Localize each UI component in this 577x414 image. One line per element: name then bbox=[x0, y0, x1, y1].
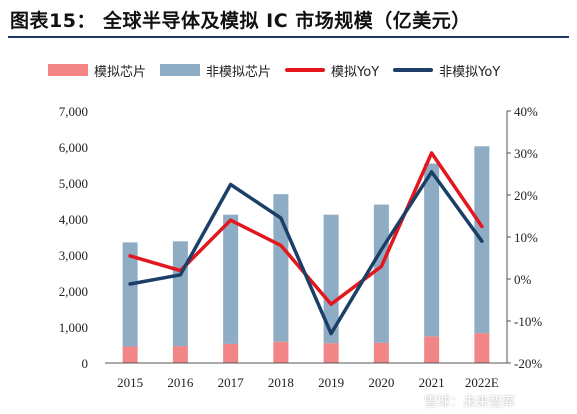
y-left-tick-label: 3,000 bbox=[59, 248, 88, 263]
y-right-tick-label: 0% bbox=[514, 272, 532, 287]
x-tick-label: 2016 bbox=[167, 375, 194, 390]
bar-analog-2018 bbox=[273, 341, 289, 363]
bar-nonanalog-2017 bbox=[223, 214, 239, 344]
title-rule bbox=[8, 36, 569, 38]
bar-nonanalog-2015 bbox=[122, 242, 138, 347]
x-tick-label: 2021 bbox=[419, 375, 445, 390]
legend-label-nonanalog-yoy: 非模拟YoY bbox=[439, 64, 501, 80]
bar-analog-2015 bbox=[122, 346, 138, 363]
bar-analog-2017 bbox=[223, 343, 239, 363]
x-tick-label: 2022E bbox=[465, 375, 499, 390]
legend-swatch-nonanalog-yoy bbox=[393, 68, 434, 72]
bar-nonanalog-2016 bbox=[172, 241, 188, 347]
bar-nonanalog-2019 bbox=[323, 214, 339, 344]
legend-item-analog-yoy: 模拟YoY bbox=[285, 61, 379, 80]
bar-analog-2021 bbox=[424, 336, 440, 363]
x-tick-label: 2015 bbox=[117, 375, 143, 390]
x-tick-label: 2019 bbox=[318, 375, 344, 390]
y-left-tick-label: 6,000 bbox=[59, 140, 88, 155]
legend-label-nonanalog: 非模拟芯片 bbox=[206, 64, 272, 80]
legend-swatch-analog-yoy bbox=[285, 68, 326, 72]
bar-analog-2016 bbox=[172, 346, 188, 363]
y-left-tick-label: 4,000 bbox=[59, 212, 88, 227]
y-left-tick-label: 7,000 bbox=[59, 104, 88, 119]
y-right-tick-label: 20% bbox=[514, 188, 538, 203]
y-left-tick-label: 1,000 bbox=[59, 320, 88, 335]
x-tick-label: 2017 bbox=[218, 375, 245, 390]
bar-analog-2020 bbox=[373, 342, 389, 363]
y-right-tick-label: -10% bbox=[514, 314, 542, 329]
chart-title: 图表15： 全球半导体及模拟 IC 市场规模（亿美元） bbox=[10, 10, 471, 32]
y-left-tick-label: 0 bbox=[82, 356, 89, 371]
chart-legend: 模拟芯片 非模拟芯片 模拟YoY 非模拟YoY bbox=[48, 60, 514, 80]
legend-swatch-nonanalog bbox=[160, 64, 201, 76]
y-left-tick-label: 2,000 bbox=[59, 284, 88, 299]
legend-item-nonanalog-yoy: 非模拟YoY bbox=[393, 61, 500, 80]
x-tick-label: 2018 bbox=[268, 375, 294, 390]
line-nonanalog-yoy bbox=[128, 170, 484, 336]
y-right-tick-label: -20% bbox=[514, 356, 542, 371]
y-right-tick-label: 40% bbox=[514, 104, 538, 119]
bar-analog-2019 bbox=[323, 343, 339, 363]
legend-label-analog: 模拟芯片 bbox=[94, 64, 147, 80]
legend-item-analog: 模拟芯片 bbox=[48, 61, 146, 80]
x-tick-label: 2020 bbox=[368, 375, 394, 390]
legend-item-nonanalog: 非模拟芯片 bbox=[160, 61, 271, 80]
legend-label-analog-yoy: 模拟YoY bbox=[331, 64, 380, 80]
bar-nonanalog-2020 bbox=[373, 204, 389, 343]
chart-header: 图表15： 全球半导体及模拟 IC 市场规模（亿美元） bbox=[0, 0, 577, 38]
y-left-tick-label: 5,000 bbox=[59, 176, 88, 191]
watermark: 雪球：未来智库 bbox=[424, 395, 516, 410]
bar-analog-2022E bbox=[474, 333, 490, 363]
y-right-tick-label: 30% bbox=[514, 146, 538, 161]
bar-nonanalog-2021 bbox=[424, 163, 440, 337]
y-right-tick-label: 10% bbox=[514, 230, 538, 245]
legend-swatch-analog bbox=[48, 64, 88, 76]
